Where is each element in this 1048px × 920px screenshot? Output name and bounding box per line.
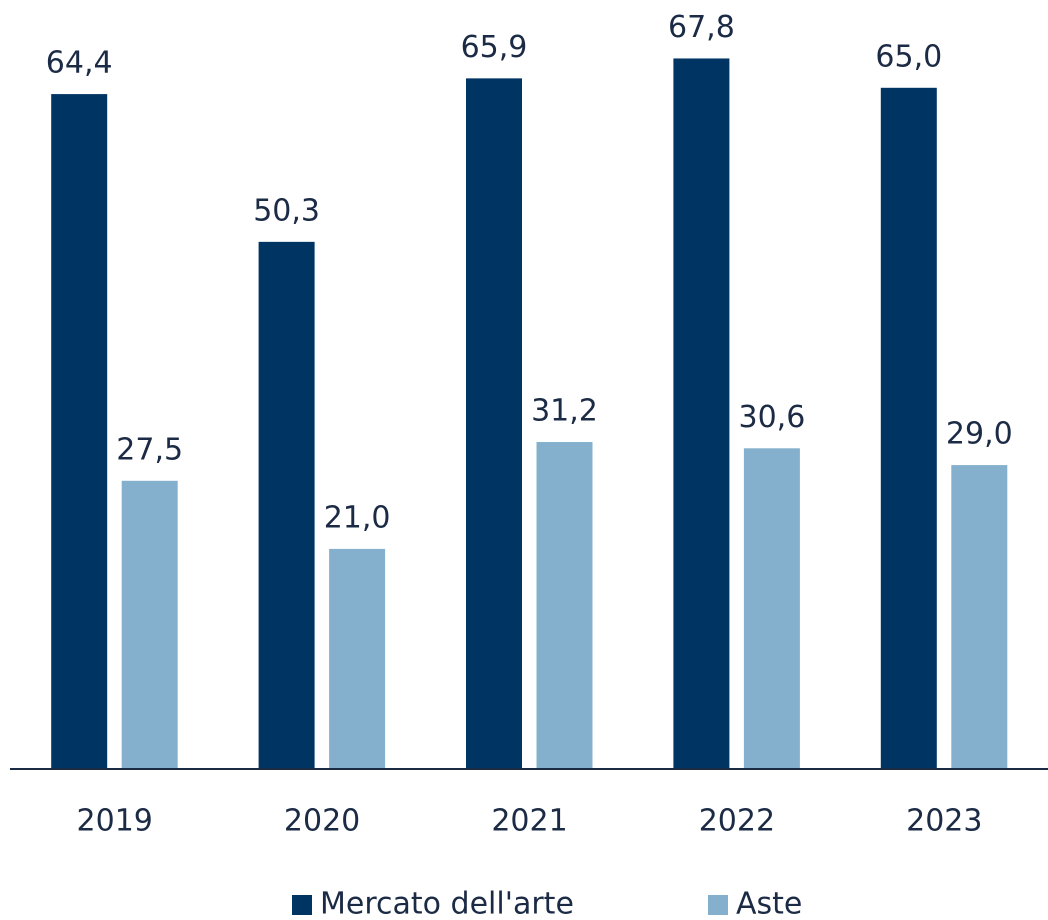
bar	[673, 58, 730, 770]
x-tick-label: 2020	[284, 804, 360, 839]
data-label: 31,2	[531, 394, 598, 429]
data-label: 65,0	[875, 39, 942, 74]
legend-label: Aste	[736, 887, 802, 920]
bar	[536, 442, 593, 769]
bar	[466, 78, 522, 770]
x-tick-label: 2023	[906, 804, 982, 839]
bar	[951, 465, 1008, 769]
bar	[743, 448, 800, 769]
x-tick-label: 2022	[699, 804, 775, 839]
data-label: 67,8	[668, 10, 735, 45]
data-label: 65,9	[461, 30, 528, 65]
bar	[329, 548, 386, 769]
x-tick-label: 2021	[491, 804, 567, 839]
bar	[121, 480, 178, 769]
legend-swatch	[292, 895, 312, 915]
data-label: 30,6	[739, 400, 806, 435]
data-label: 29,0	[946, 417, 1013, 452]
bar	[880, 87, 937, 770]
data-label: 21,0	[324, 500, 391, 535]
bar	[258, 241, 315, 769]
data-label: 50,3	[253, 193, 320, 228]
data-label: 27,5	[116, 432, 183, 467]
x-tick-label: 2019	[77, 804, 153, 839]
legend-swatch	[708, 895, 728, 915]
legend-label: Mercato dell'arte	[320, 887, 574, 920]
bar	[51, 94, 108, 769]
data-label: 64,4	[46, 46, 113, 81]
